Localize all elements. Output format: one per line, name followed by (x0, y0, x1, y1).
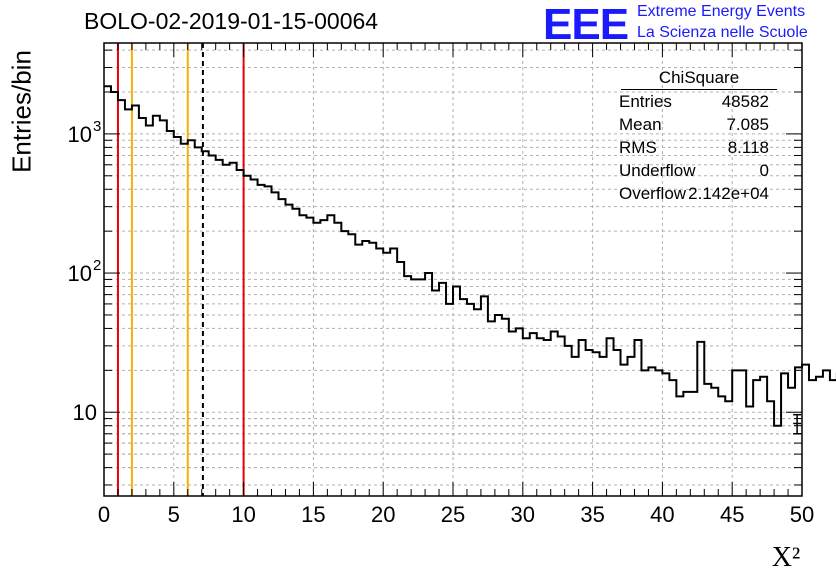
stats-key: Entries (619, 92, 672, 111)
x-tick-label: 20 (371, 502, 395, 527)
x-tick-label: 0 (98, 502, 110, 527)
y-tick-exponent: 2 (93, 257, 101, 274)
y-tick-label: 10 (68, 122, 92, 147)
eee-logo: EEE (543, 0, 629, 49)
x-tick-label: 30 (511, 502, 535, 527)
stats-box: ChiSquare Entries 48582 Mean 7.085 RMS 8.11… (611, 68, 777, 205)
stats-key: Mean (619, 115, 662, 134)
y-tick-label: 10 (68, 261, 92, 286)
x-tick-label: 25 (441, 502, 465, 527)
x-axis-ticks: 0 5 10 15 20 25 30 35 40 45 50 (98, 43, 814, 527)
stats-value: 8.118 (727, 138, 769, 157)
error-bar (793, 413, 802, 435)
stats-key: Overflow (619, 184, 687, 203)
x-tick-label: 10 (231, 502, 255, 527)
stats-value: 2.142e+04 (688, 184, 769, 203)
x-tick-label: 5 (168, 502, 180, 527)
x-tick-label: 15 (301, 502, 325, 527)
marker-lines (116, 43, 245, 496)
stats-key: Underflow (619, 161, 696, 180)
x-tick-label: 35 (580, 502, 604, 527)
y-tick-exponent: 3 (93, 118, 101, 135)
histogram-series (104, 85, 836, 427)
logo-subtitle-1: Extreme Energy Events (637, 3, 806, 20)
stats-value: 0 (759, 161, 769, 180)
plot-title: BOLO-02-2019-01-15-00064 (84, 8, 379, 34)
stats-key: RMS (619, 138, 657, 157)
y-tick-label: 10 (73, 400, 97, 425)
stats-row: Mean 7.085 (611, 113, 777, 136)
stats-value: 48582 (721, 92, 769, 111)
x-axis-label: X² (772, 542, 801, 572)
stats-row: Entries 48582 (611, 90, 777, 113)
stats-value: 7.085 (726, 115, 769, 134)
grid-lines (103, 43, 803, 496)
stats-title: ChiSquare (621, 68, 777, 90)
x-tick-label: 40 (650, 502, 674, 527)
x-tick-label: 45 (720, 502, 744, 527)
y-axis-label: Entries/bin (6, 50, 37, 173)
stats-row: Overflow 2.142e+04 (611, 182, 777, 205)
stats-row: RMS 8.118 (611, 136, 777, 159)
logo-subtitle-2: La Scienza nelle Scuole (637, 24, 808, 41)
x-tick-label: 50 (790, 502, 814, 527)
stats-row: Underflow 0 (611, 159, 777, 182)
